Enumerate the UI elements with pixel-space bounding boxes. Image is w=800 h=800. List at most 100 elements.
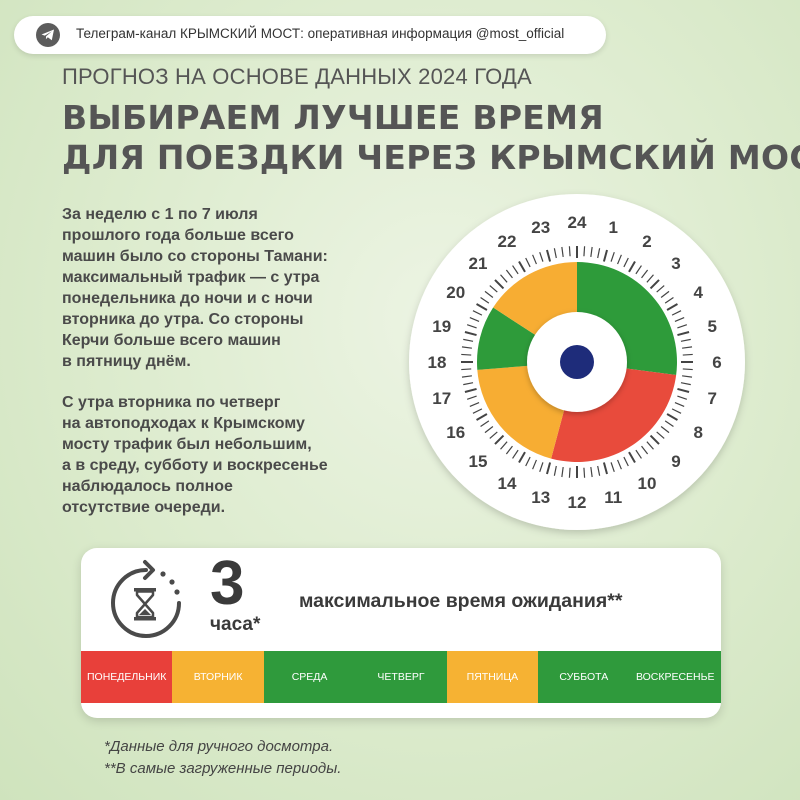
clock-hour-label-7: 7 (707, 389, 716, 408)
telegram-channel-text: Телеграм-канал КРЫМСКИЙ МОСТ: оперативна… (76, 26, 565, 41)
clock-tick (500, 274, 508, 283)
clock-tick (671, 408, 682, 414)
clock-tick (664, 420, 674, 427)
weekday-cell-7: ВОСКРЕСЕНЬЕ (629, 651, 721, 703)
clock-hour-label-20: 20 (446, 283, 465, 302)
clock-tick (512, 265, 519, 275)
clock-tick (546, 462, 552, 475)
clock-tick (461, 346, 472, 349)
clock-tick (561, 467, 564, 478)
clock-tick (494, 434, 505, 445)
weekday-cell-1: ПОНЕДЕЛЬНИК (81, 651, 173, 703)
clock-tick (623, 456, 629, 467)
clock-tick (666, 303, 678, 311)
clock-hour-label-11: 11 (604, 488, 622, 507)
clock-tick (476, 413, 488, 421)
clock-tick (484, 290, 494, 298)
clock-tick (597, 465, 601, 476)
clock-tick (628, 451, 636, 463)
telegram-banner[interactable]: Телеграм-канал КРЫМСКИЙ МОСТ: оперативна… (14, 16, 606, 54)
page-title-line-2: ДЛЯ ПОЕЗДКИ ЧЕРЕЗ КРЫМСКИЙ МОСТ (62, 138, 800, 177)
clock-tick (532, 254, 537, 265)
clock-hour-label-22: 22 (498, 232, 517, 251)
clock-hour-label-3: 3 (671, 254, 680, 273)
clock-tick (610, 462, 615, 473)
weekday-cell-4: ЧЕТВЕРГ (355, 651, 447, 703)
clock-tick (656, 285, 665, 293)
clock-hour-label-24: 24 (568, 213, 587, 232)
clock-tick (561, 246, 564, 257)
weekday-cell-3: СРЕДА (263, 651, 356, 703)
clock-tick (597, 248, 601, 259)
clock-tick (489, 431, 498, 439)
clock-tick (641, 445, 649, 455)
weekday-cell-6: СУББОТА (538, 651, 630, 703)
max-wait-unit: часа* (210, 614, 261, 635)
clock-tick (568, 246, 571, 257)
clock-tick (617, 254, 622, 265)
clock-tick (680, 382, 691, 386)
clock-tick (464, 387, 477, 393)
clock-segment-1 (577, 262, 677, 376)
clock-tick (583, 246, 586, 257)
footnote-2: **В самые загруженные периоды. (104, 760, 342, 777)
description-paragraph-2: С утра вторника по четверг на автоподход… (62, 394, 328, 516)
clock-segment-4 (477, 307, 542, 370)
clock-tick (469, 402, 480, 407)
clock-tick (677, 395, 688, 400)
clock-tick (682, 353, 693, 356)
clock-tick (500, 441, 508, 450)
clock-tick (583, 467, 586, 478)
hourglass-icon (111, 560, 181, 638)
page-title: ВЫБИРАЕМ ЛУЧШЕЕ ВРЕМЯ ДЛЯ ПОЕЗДКИ ЧЕРЕЗ … (62, 98, 800, 178)
clock-tick (635, 265, 642, 275)
clock-hour-label-18: 18 (428, 353, 447, 372)
clock-tick (461, 375, 472, 378)
clock-hour-label-17: 17 (432, 389, 451, 408)
clock-hour-label-16: 16 (446, 423, 465, 442)
telegram-icon (36, 23, 60, 47)
clock-tick (484, 426, 494, 434)
clock-tick (602, 462, 608, 475)
clock-tick (518, 261, 526, 273)
clock-tick (461, 368, 472, 371)
clock-tick (660, 290, 670, 298)
clock-tick (469, 317, 480, 322)
clock-tick (505, 445, 513, 455)
clock-tick (568, 467, 571, 478)
clock-tick (610, 251, 615, 262)
clock-tick (505, 269, 513, 279)
clock-tick (682, 375, 693, 378)
clock-tick (480, 297, 490, 304)
clock-tick (617, 459, 622, 470)
weekday-cell-2: ВТОРНИК (172, 651, 264, 703)
clock-tick (525, 456, 531, 467)
clock-tick (553, 465, 557, 476)
clock-tick (466, 395, 477, 400)
clock-tick (677, 324, 688, 329)
weekday-cell-5: ПЯТНИЦА (446, 651, 539, 703)
clock-tick (518, 451, 526, 463)
clock-tick (512, 449, 519, 459)
clock-tick (641, 269, 649, 279)
clock-tick (646, 441, 654, 450)
clock-hour-label-14: 14 (498, 474, 517, 493)
clock-tick (682, 346, 693, 349)
clock-tick (635, 449, 642, 459)
page-subtitle: ПРОГНОЗ НА ОСНОВЕ ДАННЫХ 2024 ГОДА (62, 64, 532, 89)
clock-tick (461, 353, 472, 356)
clock-tick (660, 426, 670, 434)
clock-tick (532, 459, 537, 470)
clock-hour-label-19: 19 (432, 317, 451, 336)
clock-hour-label-9: 9 (671, 452, 680, 471)
clock-tick (677, 331, 690, 337)
clock-tick (671, 310, 682, 316)
clock-tick (677, 387, 690, 393)
clock-tick (480, 420, 490, 427)
clock-tick (472, 408, 483, 414)
clock-tick (646, 274, 654, 283)
clock-hour-label-6: 6 (712, 353, 721, 372)
footnote-1: *Данные для ручного досмотра. (104, 738, 334, 755)
